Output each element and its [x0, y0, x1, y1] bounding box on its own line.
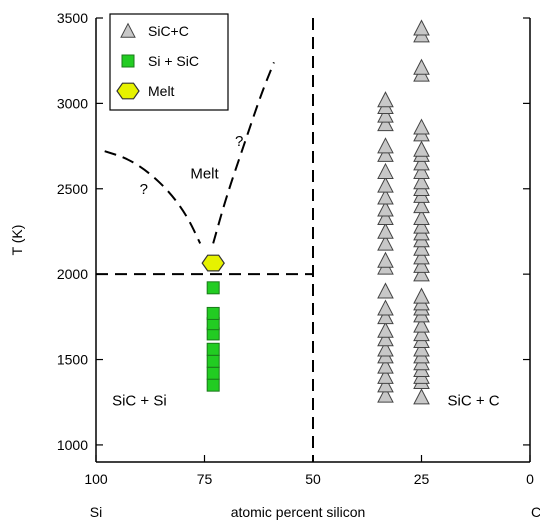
- data-point-sic-c: [413, 287, 430, 304]
- liquidus-curve-left: [104, 150, 202, 244]
- y-tick-label: 1500: [57, 352, 88, 368]
- data-point-sic-c: [413, 217, 430, 234]
- data-point-sic-c: [413, 197, 430, 214]
- data-point-sic-c: [377, 234, 394, 251]
- data-point-sic-c: [377, 367, 394, 384]
- data-point-si-sic: [206, 281, 220, 295]
- data-point-sic-c: [377, 340, 394, 357]
- data-point-sic-c: [377, 251, 394, 268]
- legend-marker-melt: [116, 82, 140, 100]
- x-tick-label: 100: [84, 471, 108, 487]
- data-point-sic-c: [377, 299, 394, 316]
- data-point-sic-c: [413, 248, 430, 265]
- data-point-sic-c: [413, 239, 430, 256]
- data-point-sic-c: [377, 357, 394, 374]
- data-point-sic-c: [377, 308, 394, 325]
- data-point-sic-c: [377, 386, 394, 403]
- data-point-sic-c: [377, 282, 394, 299]
- data-point-sic-c: [413, 388, 430, 405]
- legend-marker-sic-c: [120, 22, 136, 38]
- legend-label: Si + SiC: [148, 53, 199, 69]
- x-tick-label: 0: [526, 471, 534, 487]
- data-point-si-sic: [206, 354, 220, 368]
- data-point-sic-c: [413, 256, 430, 273]
- y-tick-label: 2500: [57, 181, 88, 197]
- x-tick-label: 25: [414, 471, 430, 487]
- legend-marker-si-sic: [121, 54, 135, 68]
- data-point-sic-c: [377, 115, 394, 132]
- data-point-si-sic: [206, 378, 220, 392]
- data-point-sic-c: [413, 58, 430, 75]
- x-axis-title: atomic percent silicon: [231, 504, 366, 520]
- data-point-sic-c: [413, 154, 430, 171]
- data-point-sic-c: [377, 222, 394, 239]
- y-tick-label: 1000: [57, 437, 88, 453]
- annotation-label: SiC + Si: [112, 393, 167, 410]
- x-tick-label: 75: [197, 471, 213, 487]
- data-point-sic-c: [413, 19, 430, 36]
- data-point-sic-c: [413, 325, 430, 342]
- data-point-sic-c: [377, 145, 394, 162]
- data-point-sic-c: [377, 330, 394, 347]
- data-point-sic-c: [413, 118, 430, 135]
- x-tick-label: 50: [305, 471, 321, 487]
- x-end-label-left: Si: [90, 504, 102, 520]
- legend-label: SiC+C: [148, 23, 189, 39]
- data-point-sic-c: [377, 376, 394, 393]
- data-point-sic-c: [413, 140, 430, 157]
- y-tick-label: 3500: [57, 10, 88, 26]
- data-point-sic-c: [377, 106, 394, 123]
- annotation-label: ?: [140, 181, 148, 198]
- data-point-sic-c: [377, 208, 394, 226]
- x-end-label-right: C: [531, 504, 540, 520]
- data-point-sic-c: [377, 200, 394, 217]
- data-point-sic-c: [413, 173, 430, 190]
- data-point-si-sic: [206, 342, 220, 356]
- y-axis-title: T (K): [9, 225, 25, 256]
- data-point-sic-c: [377, 91, 394, 108]
- data-point-sic-c: [377, 188, 394, 205]
- data-point-si-sic: [206, 306, 220, 320]
- y-tick-label: 2000: [57, 266, 88, 282]
- data-point-melt: [201, 254, 225, 272]
- data-point-sic-c: [413, 316, 430, 333]
- annotation-label: SiC + C: [448, 393, 500, 410]
- annotation-label: Melt: [190, 166, 219, 183]
- data-point-sic-c: [413, 340, 430, 357]
- data-point-sic-c: [377, 321, 394, 338]
- data-point-sic-c: [413, 208, 430, 226]
- data-point-si-sic: [206, 366, 220, 380]
- legend-label: Melt: [148, 83, 175, 99]
- y-tick-label: 3000: [57, 95, 88, 111]
- data-point-sic-c: [377, 137, 394, 154]
- data-point-sic-c: [377, 176, 394, 193]
- data-point-sic-c: [413, 265, 430, 282]
- annotation-label: ?: [235, 133, 243, 150]
- data-point-sic-c: [413, 162, 430, 179]
- data-point-sic-c: [377, 162, 394, 179]
